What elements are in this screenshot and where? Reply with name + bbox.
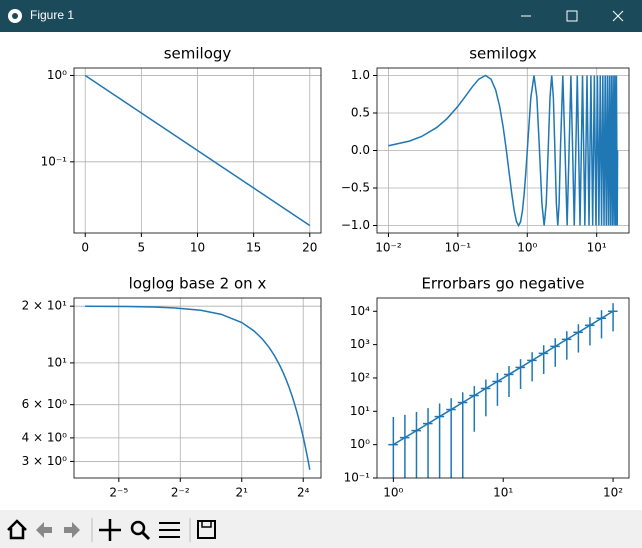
data-line [392,310,614,446]
data-line [84,74,311,227]
plot-area [74,68,321,233]
y-tick-label: 10⁻¹ [41,154,68,168]
y-tick-label: 10³ [350,337,370,351]
toolbar-icons [7,518,216,542]
close-button[interactable] [612,10,624,22]
axes-frame [73,67,322,234]
x-tick-label: 15 [246,241,261,255]
x-tick-label: 10⁰ [383,486,403,500]
y-tick-label: 10⁻¹ [344,471,371,485]
y-tick-label: 10¹ [350,404,370,418]
back-button[interactable] [36,522,52,538]
x-tick-label: 0 [81,241,89,255]
axes-frame [73,297,322,479]
zoom-handle [140,530,151,541]
y-tick-label: 10⁴ [350,304,370,318]
axes-title: semilogy [164,45,232,63]
y-tick-label: 0.0 [351,143,370,157]
data-line [388,74,619,228]
axes-frame [376,297,630,479]
axes-title: Errorbars go negative [421,275,584,293]
x-tick-label: 20 [302,241,317,255]
y-tick-label: 3 × 10⁰ [22,454,68,468]
x-tick-label: 10 [190,241,205,255]
y-tick-label: 10² [350,370,370,384]
x-tick-label: 2¹ [236,486,249,500]
y-tick-label: 10⁰ [350,437,370,451]
x-tick-label: 2⁴ [297,486,310,500]
y-tick-label: 0.5 [351,106,370,120]
x-tick-label: 10¹ [587,241,607,255]
configure-button[interactable] [159,522,180,538]
forward-button[interactable] [64,522,80,538]
axes-title: semilogx [469,45,537,63]
y-tick-label: 2 × 10¹ [22,299,68,313]
plot-area [74,298,321,478]
y-tick-label: −1.0 [341,218,370,232]
x-tick-label: 10¹ [493,486,513,500]
y-tick-label: 4 × 10⁰ [22,430,68,444]
y-tick-label: 10⁰ [47,68,67,82]
y-tick-label: 6 × 10⁰ [22,397,68,411]
x-tick-label: 2⁻² [171,486,190,500]
y-tick-label: 10¹ [47,355,67,369]
maximize-button[interactable] [566,10,578,22]
plot-area [388,303,618,478]
axes-frame [376,67,630,234]
window-title: Figure 1 [30,8,74,22]
pan-button[interactable] [99,519,121,541]
axes-title: loglog base 2 on x [129,275,267,293]
y-tick-label: 1.0 [351,68,370,82]
title-bar [0,0,642,32]
x-tick-label: 10⁻¹ [445,241,472,255]
x-tick-label: 10⁰ [517,241,537,255]
zoom-button[interactable] [130,520,146,536]
save-icon-part [201,520,212,528]
home-button[interactable] [7,519,27,540]
x-tick-label: 10⁻² [375,241,402,255]
toolbar [0,510,642,548]
x-tick-label: 2⁻⁵ [109,486,128,500]
x-tick-label: 5 [138,241,146,255]
plot-area [377,68,629,233]
data-line [85,305,311,470]
app-icon-dot [12,13,18,19]
y-tick-label: −0.5 [341,181,370,195]
x-tick-label: 10² [603,486,623,500]
